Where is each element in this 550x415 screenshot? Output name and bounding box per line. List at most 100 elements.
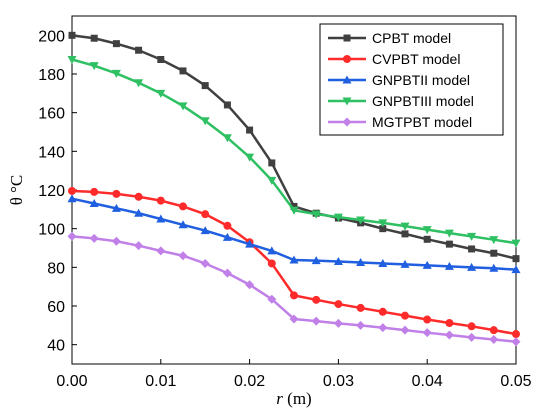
data-point (245, 153, 255, 162)
data-point (223, 221, 232, 230)
data-point (200, 226, 210, 235)
data-point (311, 256, 321, 265)
data-point (311, 210, 321, 219)
data-point (89, 62, 99, 71)
data-point (467, 232, 477, 241)
data-point (444, 330, 454, 340)
data-point (423, 235, 431, 243)
data-point (134, 208, 144, 217)
data-point (222, 134, 232, 143)
y-tick-label: 100 (38, 222, 65, 239)
x-tick-label: 0.04 (412, 373, 443, 390)
data-point (222, 232, 232, 241)
data-point (401, 311, 409, 320)
data-point (422, 226, 432, 235)
data-point (467, 322, 476, 331)
data-point (333, 257, 343, 266)
data-point (290, 202, 298, 210)
data-point (401, 230, 409, 238)
y-tick-label: 80 (47, 260, 65, 277)
x-tick-label: 0.05 (500, 373, 531, 390)
data-point (111, 236, 121, 246)
x-tick-label: 0.00 (56, 373, 87, 390)
series-layer (67, 31, 521, 347)
data-point (112, 189, 121, 198)
data-point (511, 337, 521, 347)
data-point (222, 268, 232, 278)
data-point (67, 194, 77, 203)
data-point (423, 315, 432, 324)
x-axis-label: r (m) (276, 389, 311, 408)
data-point (267, 246, 277, 255)
data-point (356, 303, 365, 312)
legend-marker (342, 97, 352, 106)
legend-label: CVPBT model (372, 51, 460, 67)
data-point (246, 126, 254, 134)
data-point (112, 40, 120, 48)
data-point (444, 261, 454, 270)
data-point (289, 206, 299, 215)
data-point (68, 186, 76, 195)
data-point (201, 210, 210, 219)
y-tick-label: 140 (38, 144, 65, 161)
data-point (400, 325, 410, 335)
data-point (490, 249, 498, 257)
data-point (467, 262, 477, 271)
data-point (90, 34, 98, 42)
legend: CPBT model CVPBT model GNPBTII model GNPBTI… (319, 23, 504, 136)
data-point (489, 263, 499, 272)
data-point (468, 245, 476, 253)
data-point (444, 229, 454, 238)
data-point (134, 79, 144, 88)
data-point (157, 56, 165, 63)
data-point (356, 258, 366, 266)
data-point (111, 69, 121, 78)
legend-marker (342, 75, 352, 84)
data-point (289, 314, 299, 324)
y-tick-label: 40 (47, 338, 65, 355)
legend-label: GNPBTII model (372, 72, 470, 88)
legend-label: CPBT model (372, 30, 451, 46)
data-point (67, 56, 77, 64)
legend-marker (343, 55, 351, 63)
x-tick-label: 0.01 (145, 373, 176, 390)
data-point (67, 231, 77, 241)
data-point (445, 319, 454, 328)
data-point (489, 236, 499, 245)
data-point (511, 265, 521, 274)
data-point (156, 89, 166, 98)
data-point (467, 332, 477, 342)
data-point (178, 102, 188, 111)
y-tick-label: 120 (38, 183, 65, 200)
data-point (422, 328, 432, 338)
data-point (245, 239, 255, 248)
data-point (134, 192, 143, 201)
legend-label: MGTPBT model (372, 114, 472, 130)
data-point (511, 239, 521, 248)
data-point (333, 318, 343, 328)
data-point (200, 117, 210, 126)
data-point (267, 259, 276, 268)
data-point (135, 46, 143, 54)
data-point (156, 246, 166, 256)
data-point (334, 300, 343, 309)
data-point (267, 176, 277, 185)
data-point (445, 240, 453, 248)
data-point (156, 214, 166, 223)
x-axis-label-unit: (m) (283, 389, 312, 408)
data-point (134, 241, 144, 251)
legend-marker (342, 117, 352, 127)
y-tick-label: 60 (47, 299, 65, 316)
data-point (512, 255, 520, 263)
y-tick-label: 180 (38, 67, 65, 84)
data-point (178, 251, 188, 261)
data-point (267, 294, 277, 304)
data-point (178, 220, 188, 229)
data-point (90, 187, 99, 196)
data-point (422, 260, 432, 269)
data-point (400, 259, 410, 268)
legend-marker (343, 34, 351, 42)
data-point (378, 307, 387, 316)
data-point (156, 196, 165, 205)
